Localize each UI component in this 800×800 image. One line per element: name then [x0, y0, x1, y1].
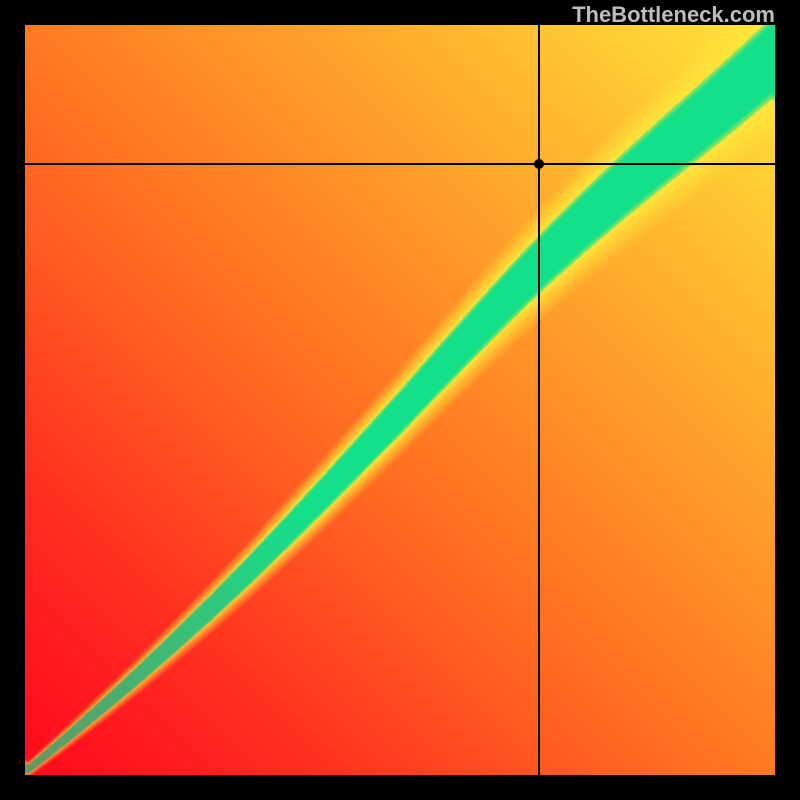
crosshair-vertical [538, 25, 540, 775]
watermark-text: TheBottleneck.com [572, 2, 775, 28]
heatmap-canvas [25, 25, 775, 775]
chart-container: TheBottleneck.com [0, 0, 800, 800]
marker-dot [534, 159, 544, 169]
heatmap-plot [25, 25, 775, 775]
crosshair-horizontal [25, 163, 775, 165]
